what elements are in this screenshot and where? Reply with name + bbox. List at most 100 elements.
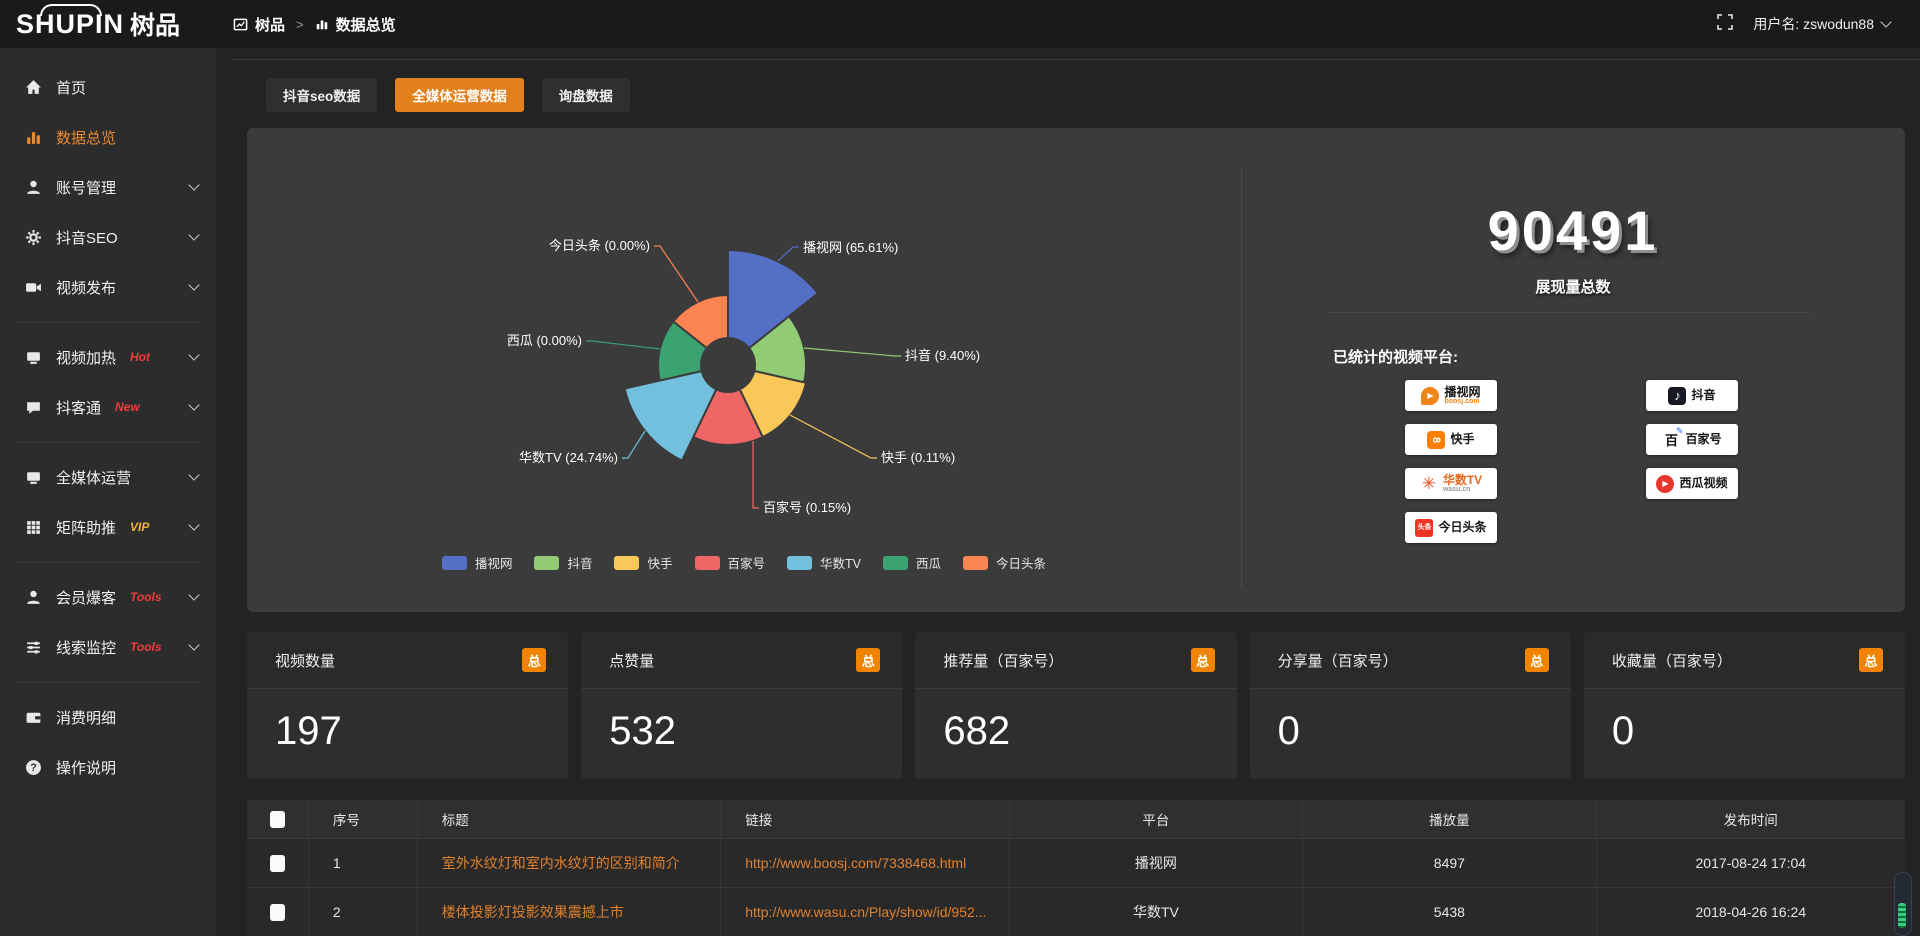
video-url-link[interactable]: http://www.wasu.cn/Play/show/id/952... [745, 904, 987, 920]
pie-slice-kuaishou[interactable] [738, 369, 808, 439]
breadcrumb-page[interactable]: 数据总览 [335, 16, 396, 34]
account-management-icon [24, 178, 42, 196]
legend-swatch [534, 555, 560, 570]
video-publish-icon [24, 278, 42, 296]
platform-badge-wasutv: ✳ 华数TV wasu.cn [1405, 468, 1497, 499]
legend-item-xigua[interactable]: 西瓜 [883, 553, 941, 572]
sidebar-item-label: 首页 [56, 79, 87, 97]
legend-item-boosj[interactable]: 播视网 [441, 553, 513, 572]
plays-cell: 8497 [1303, 839, 1597, 887]
pie-slice-douyin[interactable] [747, 314, 807, 384]
fullscreen-icon[interactable] [1717, 13, 1734, 35]
sidebar-item-tag: Hot [130, 350, 151, 364]
select-all-cell [247, 800, 309, 838]
legend-swatch [883, 555, 908, 570]
video-title-link[interactable]: 楼体投影灯投影效果震撼上市 [441, 904, 624, 920]
sidebar-item-label: 全媒体运营 [56, 469, 132, 487]
legend-item-toutiao[interactable]: 今日头条 [963, 553, 1046, 572]
pie-label-line [654, 245, 699, 303]
video-title-link[interactable]: 室外水纹灯和室内水纹灯的区别和简介 [441, 855, 680, 871]
pie-label-boosj: 播视网 (65.61%) [803, 240, 898, 255]
chevron-down-icon [188, 589, 200, 601]
app-logo[interactable]: SHUPIN 树品 [16, 4, 181, 42]
pie-slice-boosj[interactable] [727, 248, 820, 350]
row-checkbox[interactable] [269, 854, 285, 872]
pie-label-douyin: 抖音 (9.40%) [905, 348, 980, 363]
sidebar-item-member-baoke[interactable]: 会员爆客 Tools [0, 572, 216, 622]
legend-item-douyin[interactable]: 抖音 [534, 553, 592, 572]
pie-slice-wasutv[interactable] [623, 369, 718, 462]
breadcrumb-app[interactable]: 树品 [255, 16, 286, 34]
panel-divider [1241, 168, 1242, 588]
pie-label-xigua: 西瓜 (0.00%) [507, 333, 582, 348]
header-divider [232, 59, 1920, 60]
table-row: 1 室外水纹灯和室内水纹灯的区别和简介 http://www.boosj.com/7… [247, 839, 1905, 888]
sidebar-item-doukertong[interactable]: 抖客通 New [0, 382, 216, 432]
select-all-checkbox[interactable] [269, 810, 285, 828]
pie-label-wasutv: 华数TV (24.74%) [519, 450, 618, 465]
pie-label-line [752, 441, 759, 509]
svg-text:?: ? [30, 762, 36, 774]
breadcrumb-separator: > [296, 16, 304, 32]
sidebar-item-video-heat[interactable]: 视频加热 Hot [0, 332, 216, 382]
url-cell: http://www.wasu.cn/Play/show/id/952... [721, 888, 1010, 936]
pie-slice-toutiao[interactable] [671, 293, 729, 350]
stat-card-header: 视频数量 总 [247, 632, 569, 689]
pie-label-toutiao: 今日头条 (0.00%) [549, 238, 650, 253]
sidebar-item-douyin-seo[interactable]: 抖音SEO [0, 212, 216, 262]
sidebar-item-home[interactable]: 首页 [0, 62, 216, 112]
column-header: 序号 [309, 800, 418, 838]
wasu-star-icon: ✳ [1421, 473, 1436, 493]
chevron-down-icon [1880, 16, 1892, 28]
member-baoke-icon [24, 588, 42, 606]
data-overview-icon [24, 128, 42, 146]
legend-item-baijiahao[interactable]: 百家号 [694, 553, 765, 572]
stat-card-value: 197 [275, 709, 342, 753]
legend-item-wasutv[interactable]: 华数TV [787, 553, 861, 572]
data-tabs: 抖音seo数据 全媒体运营数据 询盘数据 [266, 78, 630, 112]
user-menu[interactable]: 用户名: zswodun88 [1753, 14, 1892, 34]
sidebar-item-clue-monitor[interactable]: 线索监控 Tools [0, 622, 216, 672]
platform-badge-douyin: ♪ 抖音 [1646, 380, 1738, 411]
row-checkbox[interactable] [269, 903, 285, 921]
media-operation-icon [24, 468, 42, 486]
sidebar-item-matrix-boost[interactable]: 矩阵助推 VIP [0, 502, 216, 552]
tab-inquiry-data[interactable]: 询盘数据 [541, 78, 630, 112]
legend-label: 快手 [647, 557, 673, 571]
legend-item-kuaishou[interactable]: 快手 [614, 553, 673, 572]
tab-douyin-seo-data[interactable]: 抖音seo数据 [266, 78, 378, 112]
table-row: 2 楼体投影灯投影效果震撼上市 http://www.wasu.cn/Play/sh… [247, 888, 1905, 936]
sidebar-item-consume-detail[interactable]: 消费明细 [0, 692, 216, 742]
legend-label: 播视网 [474, 557, 513, 571]
bar-chart-icon [315, 17, 329, 31]
sidebar-menu: 首页数据总览 账号管理 抖音SEO 视频发布视频加热 Hot 抖客通 New 全媒体运营矩阵助… [0, 48, 216, 792]
sidebar-item-help[interactable]: ? 操作说明 [0, 742, 216, 792]
sidebar-item-label: 操作说明 [56, 759, 117, 777]
scrollbar-thumb[interactable] [1898, 903, 1906, 928]
sidebar-item-account-management[interactable]: 账号管理 [0, 162, 216, 212]
platform-cell: 播视网 [1010, 839, 1304, 887]
sidebar-item-media-operation[interactable]: 全媒体运营 [0, 452, 216, 502]
chevron-down-icon [188, 519, 200, 531]
total-badge: 总 [856, 648, 881, 672]
header-right: 用户名: zswodun88 [1717, 0, 1892, 48]
logo-text-cn: 树品 [130, 12, 181, 40]
total-badge: 总 [522, 648, 547, 672]
tab-media-operation-data[interactable]: 全媒体运营数据 [395, 78, 524, 112]
video-heat-icon [24, 348, 42, 366]
video-url-link[interactable]: http://www.boosj.com/7338468.html [745, 855, 967, 871]
chevron-down-icon [188, 399, 200, 411]
legend-swatch [694, 555, 720, 570]
sidebar-item-data-overview[interactable]: 数据总览 [0, 112, 216, 162]
sidebar-divider [16, 562, 200, 563]
sidebar-item-label: 消费明细 [56, 709, 117, 727]
pie-slice-xigua[interactable] [657, 319, 709, 382]
stat-card-3: 分享量（百家号） 总 0 [1249, 632, 1571, 779]
legend-label: 今日头条 [996, 557, 1047, 571]
breadcrumb: 树品 > 数据总览 [233, 0, 396, 48]
matrix-boost-icon [24, 518, 42, 536]
scrollbar-track[interactable] [1894, 872, 1912, 936]
sidebar-item-video-publish[interactable]: 视频发布 [0, 262, 216, 312]
stat-card-2: 推荐量（百家号） 总 682 [915, 632, 1237, 779]
stat-card-value: 682 [943, 709, 1011, 753]
